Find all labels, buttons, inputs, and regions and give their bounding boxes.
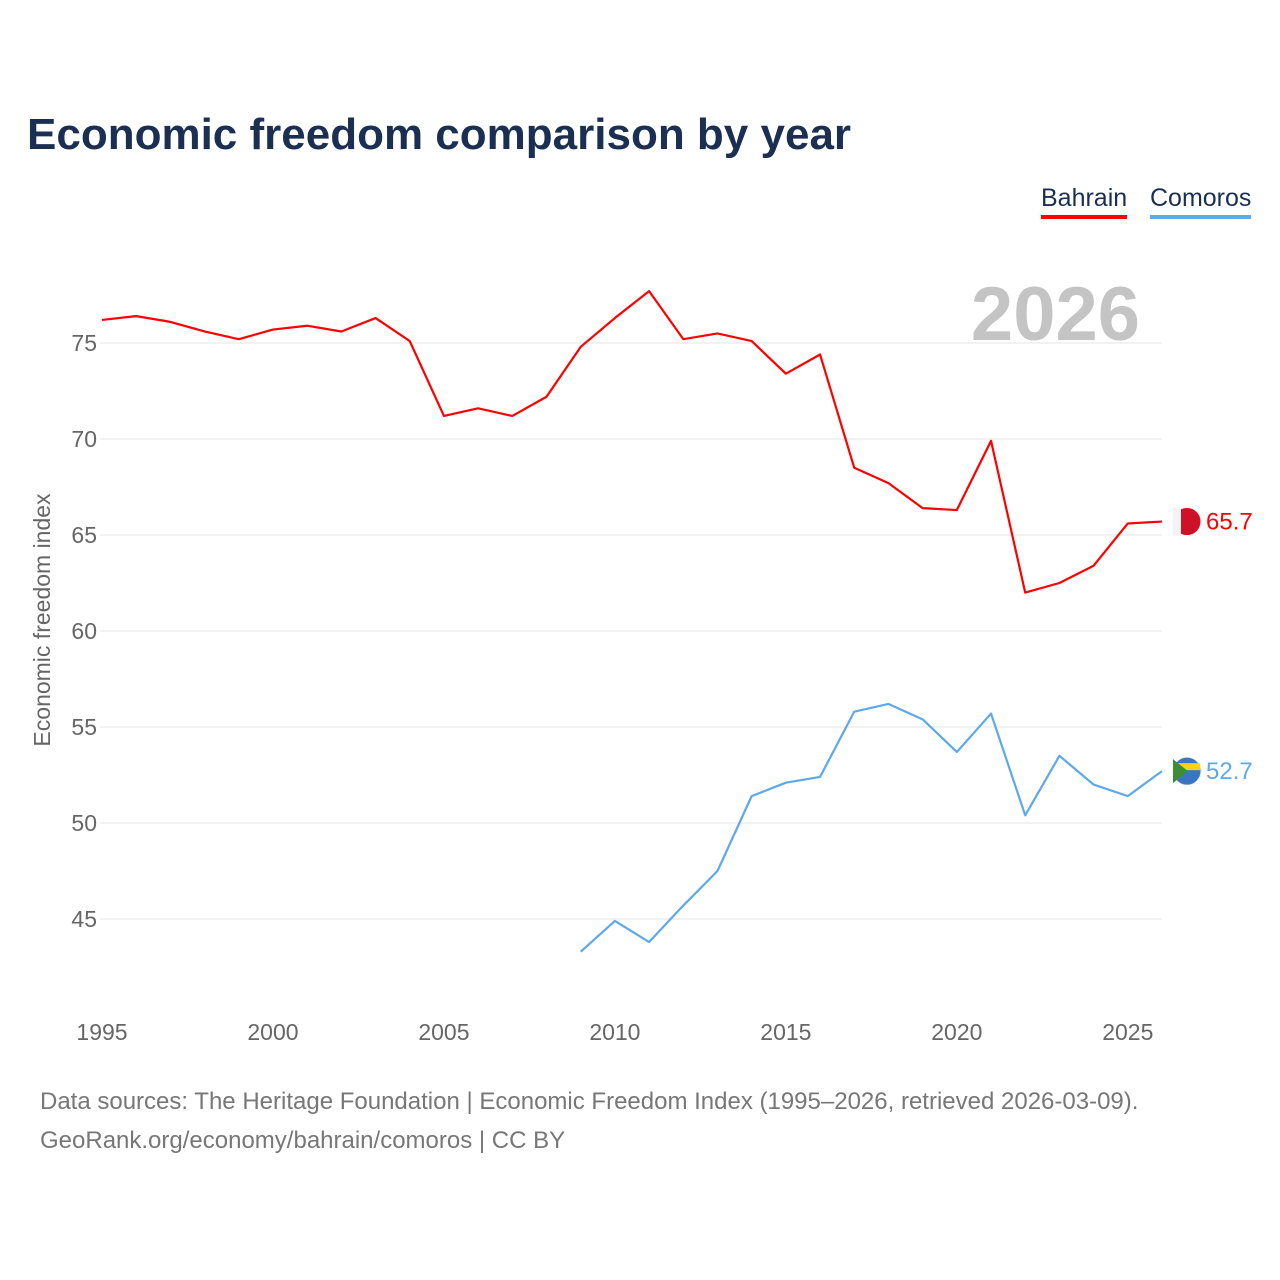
y-tick-label: 55 [71, 714, 97, 740]
legend-item-bahrain[interactable]: Bahrain [1041, 184, 1128, 219]
y-tick-label: 70 [71, 426, 97, 452]
end-value-label: 65.7 [1206, 509, 1253, 536]
x-tick-label: 2010 [589, 1019, 640, 1045]
footer-credit: GeoRank.org/economy/bahrain/comoros | CC… [40, 1127, 566, 1154]
x-tick-label: 2015 [760, 1019, 811, 1045]
y-tick-label: 75 [71, 330, 97, 356]
chart-title: Economic freedom comparison by year [27, 110, 852, 159]
y-tick-label: 65 [71, 522, 97, 548]
x-tick-label: 2020 [931, 1019, 982, 1045]
footer-sources: Data sources: The Heritage Foundation | … [40, 1088, 1139, 1115]
legend-item-comoros[interactable]: Comoros [1150, 184, 1252, 219]
x-tick-label: 2005 [418, 1019, 469, 1045]
y-axis-label: Economic freedom index [29, 493, 55, 747]
series-line-comoros [579, 702, 1163, 953]
end-value-label: 52.7 [1206, 758, 1253, 785]
y-tick-label: 50 [71, 810, 97, 836]
flag-triangle [1173, 759, 1188, 784]
flag-stripe [1173, 507, 1181, 536]
y-tick-label: 45 [71, 906, 97, 932]
x-tick-label: 1995 [76, 1019, 127, 1045]
line-chart: 2026 45 50 55 60 65 70 75 1995 2000 2005 2010 2015 20… [29, 272, 1253, 1045]
year-watermark: 2026 [971, 272, 1140, 357]
series-line-bahrain [101, 290, 1163, 594]
x-tick-label: 2025 [1102, 1019, 1153, 1045]
flag-stripe [1174, 763, 1200, 771]
x-tick-label: 2000 [247, 1019, 298, 1045]
y-tick-label: 60 [71, 618, 97, 644]
